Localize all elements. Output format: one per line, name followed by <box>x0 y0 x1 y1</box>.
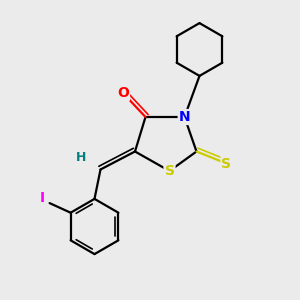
Text: H: H <box>76 151 86 164</box>
Text: I: I <box>40 191 45 205</box>
Text: S: S <box>221 157 232 170</box>
Text: N: N <box>179 110 190 124</box>
Text: O: O <box>117 86 129 100</box>
Text: S: S <box>164 164 175 178</box>
